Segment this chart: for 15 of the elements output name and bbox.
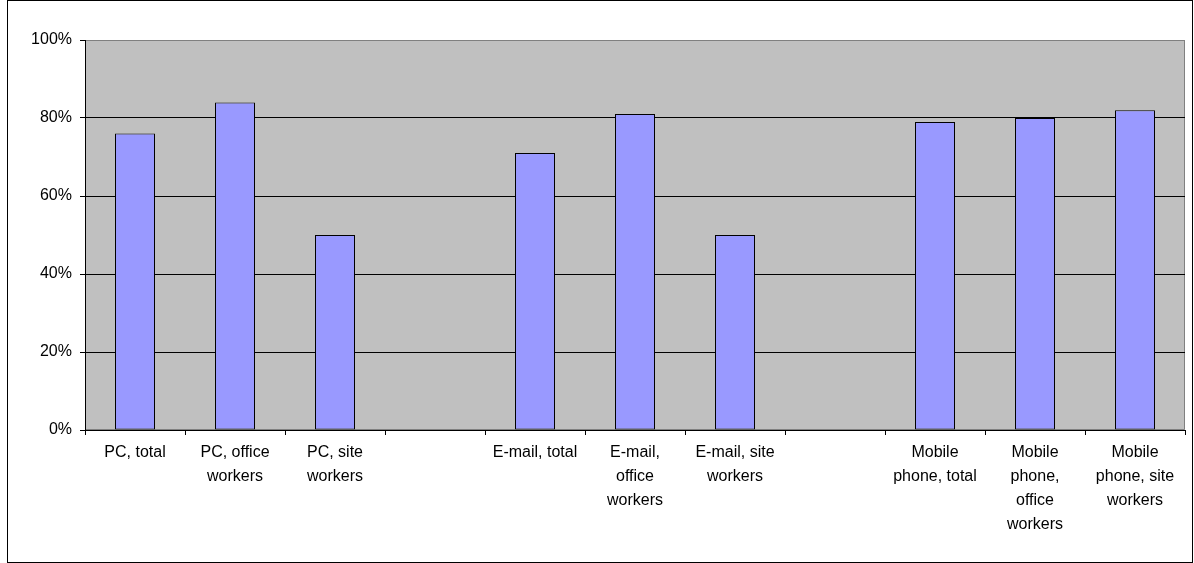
x-tick-label: E-mail, site workers <box>695 443 775 485</box>
y-tick-label: 40% <box>39 264 72 282</box>
y-tick-label: 80% <box>39 108 72 126</box>
x-tick-label: E-mail, total <box>492 443 578 461</box>
x-tick-label: PC, total <box>104 443 166 461</box>
x-tick-label: Mobile phone, total <box>893 443 977 485</box>
x-tick-label: PC, office workers <box>200 443 270 485</box>
x-tick-label: Mobile phone, office workers <box>1005 443 1064 533</box>
y-tick-label: 60% <box>39 186 72 204</box>
x-tick-label: E-mail, office workers <box>605 443 664 509</box>
y-tick-label: 20% <box>39 342 72 360</box>
x-tick-label: Mobile phone, site workers <box>1095 443 1175 509</box>
x-tick-label: PC, site workers <box>305 443 364 485</box>
y-tick-label: 100% <box>31 30 72 48</box>
y-tick-label: 0% <box>48 420 72 438</box>
